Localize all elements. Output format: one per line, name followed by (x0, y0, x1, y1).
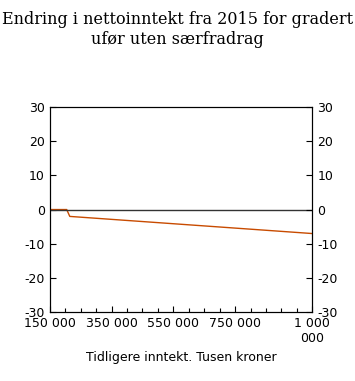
Text: Endring i nettoinntekt fra 2015 for gradert
ufør uten særfradrag: Endring i nettoinntekt fra 2015 for grad… (2, 11, 353, 48)
X-axis label: Tidligere inntekt. Tusen kroner: Tidligere inntekt. Tusen kroner (86, 351, 276, 364)
